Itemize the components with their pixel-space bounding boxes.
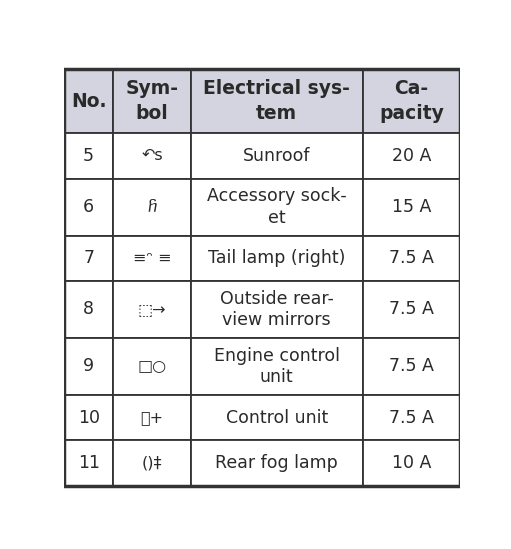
Text: 7: 7	[83, 249, 94, 267]
Bar	[64, 281, 113, 338]
Text: Engine control
unit: Engine control unit	[214, 346, 340, 386]
Text: 10 A: 10 A	[392, 454, 431, 472]
Bar	[191, 236, 363, 281]
Text: Control unit: Control unit	[226, 408, 328, 427]
Bar	[191, 440, 363, 485]
Text: ≡ᵔ ≡: ≡ᵔ ≡	[133, 251, 171, 266]
Text: ()‡: ()‡	[142, 455, 162, 470]
Text: Sunroof: Sunroof	[243, 147, 311, 165]
Bar	[64, 236, 113, 281]
Text: 8: 8	[83, 300, 94, 318]
Bar	[64, 69, 113, 133]
Bar	[191, 338, 363, 395]
Bar	[191, 395, 363, 440]
Bar	[64, 133, 113, 178]
Bar	[64, 338, 113, 395]
Text: No.: No.	[71, 92, 106, 110]
Text: 7.5 A: 7.5 A	[389, 249, 434, 267]
Bar	[113, 440, 191, 485]
Bar	[363, 178, 460, 236]
Bar	[64, 178, 113, 236]
Bar	[64, 395, 113, 440]
Bar	[363, 395, 460, 440]
Bar	[64, 440, 113, 485]
Text: ⌖+: ⌖+	[141, 410, 164, 425]
Text: ↶s: ↶s	[141, 148, 163, 164]
Bar	[191, 69, 363, 133]
Text: ⬚→: ⬚→	[138, 302, 166, 317]
Text: 5: 5	[83, 147, 94, 165]
Bar	[113, 133, 191, 178]
Text: ⴌ: ⴌ	[147, 200, 157, 215]
Text: 20 A: 20 A	[392, 147, 431, 165]
Text: Tail lamp (right): Tail lamp (right)	[208, 249, 345, 267]
Text: 11: 11	[78, 454, 100, 472]
Text: 7.5 A: 7.5 A	[389, 300, 434, 318]
Bar	[363, 236, 460, 281]
Text: 9: 9	[83, 357, 94, 376]
Bar	[113, 178, 191, 236]
Text: Electrical sys-
tem: Electrical sys- tem	[203, 80, 350, 123]
Text: Sym-
bol: Sym- bol	[126, 80, 178, 123]
Text: □○: □○	[137, 359, 167, 374]
Bar	[363, 440, 460, 485]
Text: Accessory sock-
et: Accessory sock- et	[207, 187, 346, 227]
Bar	[363, 133, 460, 178]
Bar	[191, 178, 363, 236]
Bar	[363, 281, 460, 338]
Bar	[363, 338, 460, 395]
Text: Ca-
pacity: Ca- pacity	[379, 80, 444, 123]
Bar	[113, 236, 191, 281]
Bar	[363, 69, 460, 133]
Bar	[113, 395, 191, 440]
Text: 10: 10	[78, 408, 100, 427]
Text: 15 A: 15 A	[392, 198, 431, 216]
Bar	[191, 281, 363, 338]
Text: Outside rear-
view mirrors: Outside rear- view mirrors	[220, 290, 334, 329]
Text: 6: 6	[83, 198, 94, 216]
Bar	[191, 133, 363, 178]
Bar	[113, 281, 191, 338]
Bar	[113, 338, 191, 395]
Bar	[113, 69, 191, 133]
Text: 7.5 A: 7.5 A	[389, 408, 434, 427]
Text: 7.5 A: 7.5 A	[389, 357, 434, 376]
Text: Rear fog lamp: Rear fog lamp	[215, 454, 338, 472]
